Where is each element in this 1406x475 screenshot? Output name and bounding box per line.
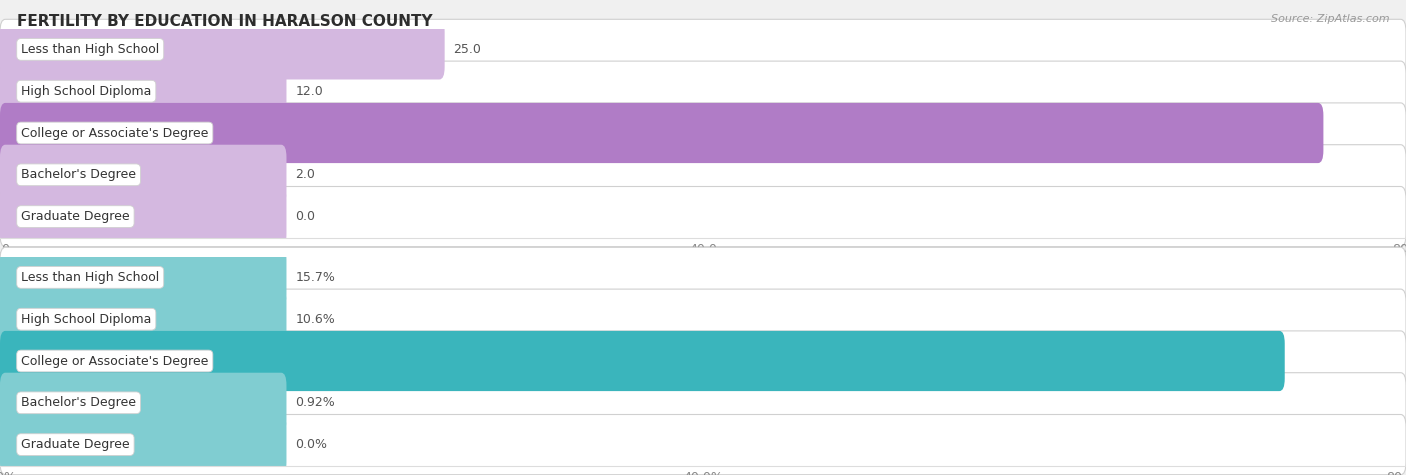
Text: Graduate Degree: Graduate Degree	[21, 438, 129, 451]
Text: Source: ZipAtlas.com: Source: ZipAtlas.com	[1271, 14, 1389, 24]
Text: High School Diploma: High School Diploma	[21, 85, 152, 98]
Text: Bachelor's Degree: Bachelor's Degree	[21, 168, 136, 181]
Text: 15.7%: 15.7%	[295, 271, 335, 284]
Text: 72.8%: 72.8%	[1348, 354, 1392, 368]
FancyBboxPatch shape	[0, 145, 1406, 205]
FancyBboxPatch shape	[0, 247, 287, 307]
Text: 0.92%: 0.92%	[295, 396, 335, 409]
FancyBboxPatch shape	[0, 19, 1406, 79]
FancyBboxPatch shape	[0, 331, 1285, 391]
FancyBboxPatch shape	[0, 103, 1323, 163]
FancyBboxPatch shape	[0, 61, 287, 121]
Text: Graduate Degree: Graduate Degree	[21, 210, 129, 223]
Text: Bachelor's Degree: Bachelor's Degree	[21, 396, 136, 409]
FancyBboxPatch shape	[0, 289, 1406, 349]
Text: 75.0: 75.0	[1361, 126, 1392, 140]
FancyBboxPatch shape	[0, 373, 287, 433]
Text: 10.6%: 10.6%	[295, 313, 335, 326]
Text: 0.0%: 0.0%	[295, 438, 328, 451]
FancyBboxPatch shape	[0, 19, 444, 79]
Text: Less than High School: Less than High School	[21, 43, 159, 56]
Text: College or Associate's Degree: College or Associate's Degree	[21, 354, 208, 368]
FancyBboxPatch shape	[0, 331, 1406, 391]
FancyBboxPatch shape	[0, 373, 1406, 433]
FancyBboxPatch shape	[0, 415, 1406, 475]
Text: FERTILITY BY EDUCATION IN HARALSON COUNTY: FERTILITY BY EDUCATION IN HARALSON COUNT…	[17, 14, 433, 29]
Text: College or Associate's Degree: College or Associate's Degree	[21, 126, 208, 140]
FancyBboxPatch shape	[0, 289, 287, 349]
Text: 2.0: 2.0	[295, 168, 315, 181]
FancyBboxPatch shape	[0, 247, 1406, 307]
FancyBboxPatch shape	[0, 145, 287, 205]
Text: Less than High School: Less than High School	[21, 271, 159, 284]
Text: High School Diploma: High School Diploma	[21, 313, 152, 326]
Text: 0.0: 0.0	[295, 210, 315, 223]
FancyBboxPatch shape	[0, 103, 1406, 163]
Text: 12.0: 12.0	[295, 85, 323, 98]
FancyBboxPatch shape	[0, 415, 287, 475]
FancyBboxPatch shape	[0, 187, 287, 247]
Text: 25.0: 25.0	[453, 43, 481, 56]
FancyBboxPatch shape	[0, 187, 1406, 247]
FancyBboxPatch shape	[0, 61, 1406, 121]
